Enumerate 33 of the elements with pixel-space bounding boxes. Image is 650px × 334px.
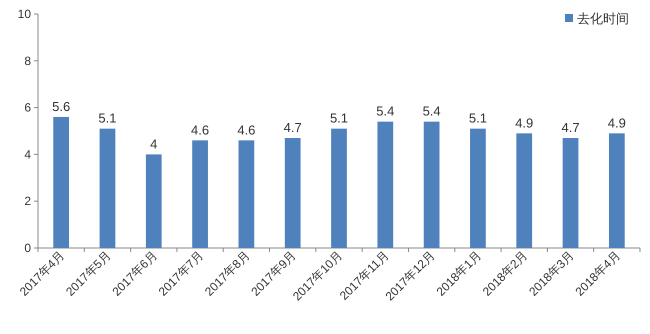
- y-tick-label: 6: [24, 100, 32, 115]
- data-label: 4.6: [237, 122, 256, 138]
- bar: [516, 133, 532, 248]
- bar: [100, 128, 116, 248]
- bar: [238, 140, 254, 248]
- bar: [192, 140, 208, 248]
- data-label: 4.9: [608, 115, 626, 130]
- y-tick-label: 10: [18, 7, 32, 21]
- data-label: 4.6: [191, 122, 210, 138]
- data-label: 5.1: [98, 110, 116, 126]
- bar: [562, 138, 578, 248]
- data-label: 4: [150, 136, 158, 152]
- data-label: 5.6: [52, 98, 70, 114]
- y-tick-label: 2: [24, 194, 32, 208]
- data-label: 5.4: [376, 104, 394, 119]
- data-label: 4.7: [284, 120, 302, 136]
- bar: [331, 128, 347, 248]
- bar: [377, 122, 394, 248]
- y-tick-label: 0: [24, 241, 32, 255]
- y-tick-label: 8: [24, 54, 32, 68]
- data-label: 4.9: [515, 115, 534, 130]
- bar: [53, 116, 70, 248]
- data-label: 5.1: [330, 110, 348, 126]
- y-tick-label: 4: [24, 147, 32, 162]
- bar: [608, 133, 625, 248]
- bar: [424, 122, 440, 248]
- bar: [146, 154, 162, 248]
- data-label: 5.1: [468, 110, 487, 126]
- data-label: 5.4: [422, 104, 441, 119]
- bar: [284, 138, 301, 248]
- bar: [470, 128, 486, 248]
- data-label: 4.7: [562, 120, 580, 136]
- legend-label: 去化时间: [577, 11, 629, 26]
